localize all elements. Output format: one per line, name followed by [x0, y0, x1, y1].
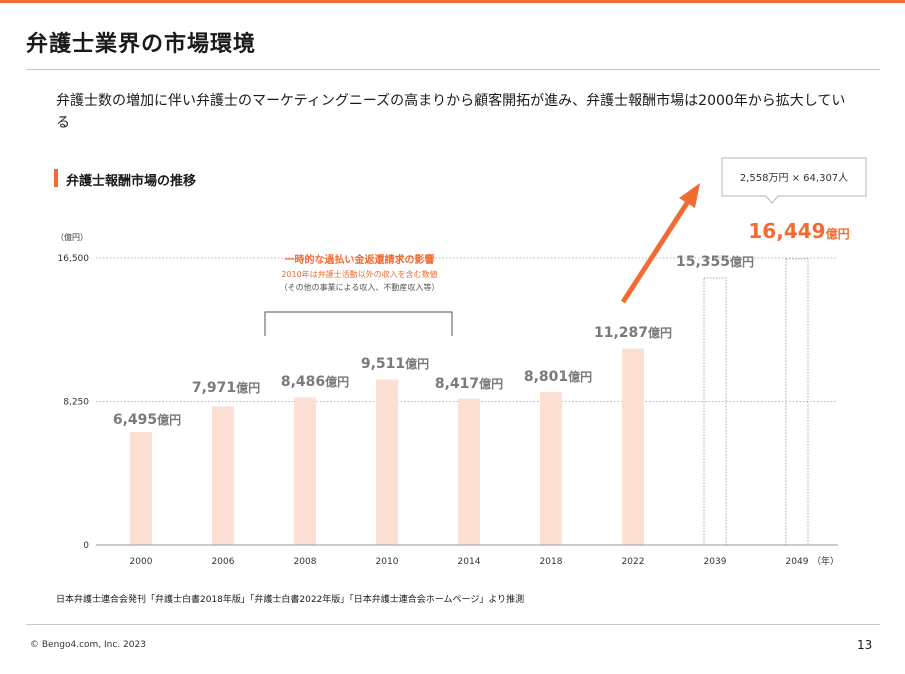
annotation-bracket: [264, 311, 453, 336]
title-divider: [26, 69, 880, 70]
x-unit-label: （年）: [812, 555, 839, 567]
annotation-line2: （その他の事業による収入、不動産収入等）: [280, 282, 440, 292]
value-label: 7,971億円: [192, 380, 260, 396]
bar: [376, 379, 398, 545]
section-title: 弁護士報酬市場の推移: [66, 174, 197, 189]
y-tick-label: 16,500: [58, 254, 90, 264]
bar: [294, 397, 316, 545]
section-marker: [54, 169, 58, 187]
bar: [622, 348, 644, 545]
callout-text: 2,558万円 × 64,307人: [740, 172, 848, 184]
value-label: 8,486億円: [281, 374, 349, 390]
growth-arrow-shaft: [620, 198, 692, 304]
y-tick-label: 8,250: [63, 398, 89, 408]
footer-divider: [26, 624, 880, 625]
x-tick-label: 2018: [540, 557, 563, 567]
value-label: 6,495億円: [113, 412, 181, 428]
page-number: 13: [857, 638, 873, 652]
value-label: 8,801億円: [524, 369, 592, 385]
bar: [540, 391, 562, 545]
lead-text: 弁護士数の増加に伴い弁護士のマーケティングニーズの高まりから顧客開拓が進み、弁護…: [56, 93, 846, 131]
x-tick-label: 2049: [786, 557, 809, 567]
source-note: 日本弁護士連合会発刊「弁護士白書2018年版」「弁護士白書2022年版」「日本弁…: [56, 595, 525, 605]
y-unit-label: （億円）: [56, 232, 88, 242]
callout-box: [721, 157, 867, 204]
value-label: 9,511億円: [361, 356, 429, 372]
annotation-heading: 一時的な過払い金返還請求の影響: [285, 253, 435, 266]
bar-forecast: [703, 277, 727, 546]
value-label: 11,287億円: [594, 325, 672, 341]
bar: [130, 432, 152, 545]
x-tick-label: 2008: [294, 557, 317, 567]
bar: [212, 406, 234, 545]
x-tick-label: 2006: [212, 557, 235, 567]
growth-arrow-head: [679, 183, 700, 208]
top-accent-bar: [0, 0, 905, 3]
value-label-highlight: 16,449億円: [748, 219, 849, 243]
x-tick-label: 2010: [376, 557, 399, 567]
x-tick-label: 2039: [704, 557, 727, 567]
copyright: © Bengo4.com, Inc. 2023: [30, 640, 146, 650]
x-tick-label: 2022: [622, 557, 645, 567]
value-label: 15,355億円: [676, 254, 754, 270]
x-tick-label: 2014: [458, 557, 481, 567]
y-tick-label: 0: [83, 541, 89, 551]
x-tick-label: 2000: [130, 557, 153, 567]
annotation-line1: 2010年は弁護士活動以外の収入を含む数値: [281, 269, 437, 279]
value-label: 8,417億円: [435, 376, 503, 392]
slide-title: 弁護士業界の市場環境: [26, 32, 257, 57]
bar: [458, 398, 480, 545]
